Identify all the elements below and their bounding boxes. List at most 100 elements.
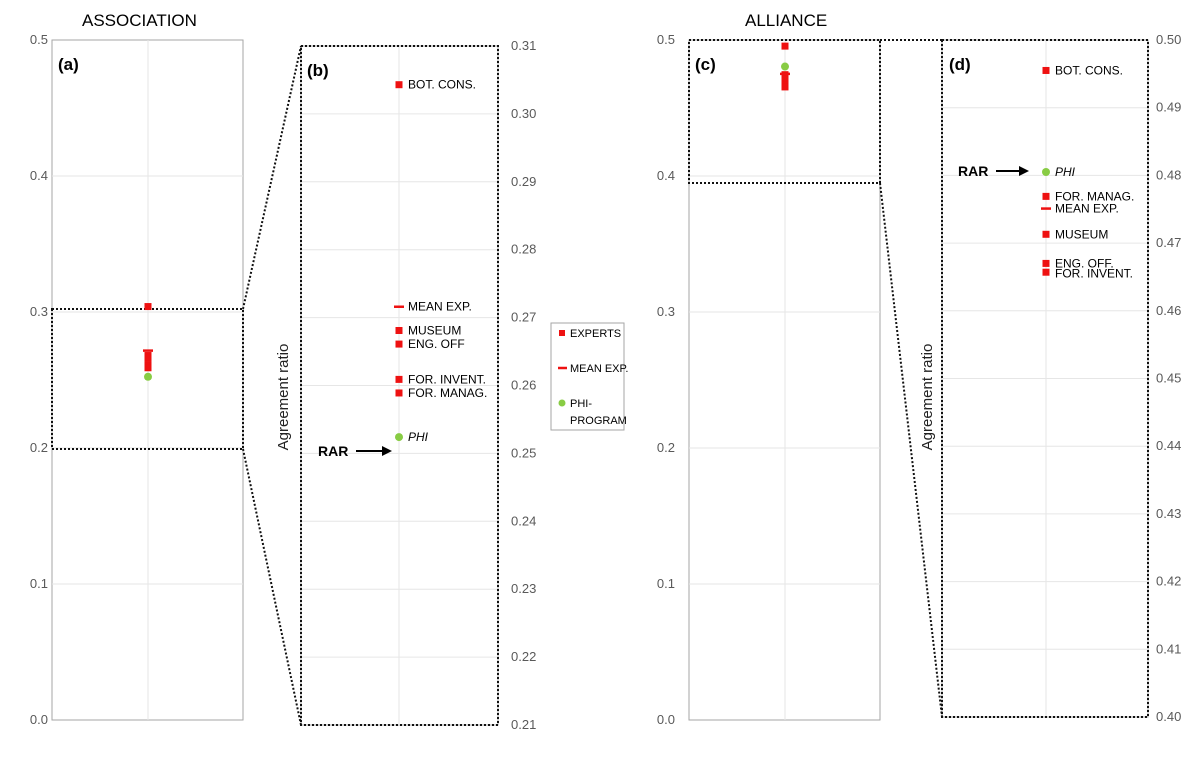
y-tick-d-0: 0.40 (1156, 709, 1181, 724)
y-tick-b-0: 0.21 (511, 717, 536, 732)
expert-label-b-0: BOT. CONS. (408, 78, 476, 92)
expert-point-d-4 (1042, 268, 1050, 276)
rar-arrow-head-d (1019, 166, 1029, 176)
expert-point-a-4 (144, 364, 152, 372)
expert-point-b-2 (395, 340, 403, 348)
y-tick-b-10: 0.31 (511, 38, 536, 53)
rar-label-b: RAR (318, 443, 348, 459)
zoom-box-c (688, 39, 881, 184)
zoom-box-a (51, 308, 244, 450)
zoom-box-d (941, 39, 1149, 718)
panel-d-y-axis-label: Agreement ratio (919, 344, 936, 451)
zoom-indicator-c-d (688, 39, 1149, 718)
panel-c-letter: (c) (695, 55, 716, 74)
y-tick-d-7: 0.47 (1156, 235, 1181, 250)
y-tick-d-2: 0.42 (1156, 574, 1181, 589)
y-tick-a-5: 0.5 (30, 32, 48, 47)
y-tick-b-5: 0.26 (511, 378, 536, 393)
y-tick-b-6: 0.27 (511, 310, 536, 325)
expert-point-d-0 (1042, 66, 1050, 74)
expert-label-b-3: FOR. INVENT. (408, 372, 486, 386)
y-tick-b-4: 0.25 (511, 445, 536, 460)
y-tick-b-9: 0.30 (511, 106, 536, 121)
expert-point-c-2 (781, 75, 789, 83)
y-tick-a-4: 0.4 (30, 168, 48, 183)
panel-b-y-axis-label: Agreement ratio (275, 344, 292, 451)
y-tick-b-3: 0.24 (511, 513, 536, 528)
rar-annotation-d: RAR (958, 163, 1029, 179)
phi-label-d: PHI (1055, 165, 1076, 179)
zoom-indicator-a-b (51, 45, 499, 726)
expert-point-b-3 (395, 375, 403, 383)
expert-point-b-4 (395, 389, 403, 397)
y-tick-c-1: 0.1 (657, 576, 675, 591)
expert-point-b-1 (395, 327, 403, 335)
legend: EXPERTS MEAN EXP. PHI- PROGRAM (550, 322, 629, 431)
legend-phi-label-line1: PHI- (570, 398, 592, 410)
zoom-box-b (300, 45, 499, 726)
expert-point-c-4 (781, 83, 789, 91)
expert-label-d-0: BOT. CONS. (1055, 63, 1123, 77)
grid-lines (52, 40, 1148, 725)
y-tick-a-0: 0.0 (30, 712, 48, 727)
y-tick-c-3: 0.3 (657, 304, 675, 319)
phi-label-b: PHI (408, 430, 429, 444)
data-marks: BOT. CONS. MEAN EXP. MUSEUM ENG. OFF FOR. IN… (143, 42, 1134, 444)
y-tick-b-1: 0.22 (511, 649, 536, 664)
expert-point-a-0 (144, 303, 152, 311)
expert-label-b-4: FOR. MANAG. (408, 386, 487, 400)
expert-label-d-3: ENG. OFF. (1055, 256, 1114, 270)
expert-label-d-1: FOR. MANAG. (1055, 189, 1134, 203)
expert-label-d-2: MUSEUM (1055, 227, 1108, 241)
y-tick-c-0: 0.0 (657, 712, 675, 727)
legend-phi-marker (558, 399, 566, 407)
expert-point-d-2 (1042, 230, 1050, 238)
phi-point-b (395, 433, 403, 442)
expert-point-b-0 (395, 81, 403, 89)
y-tick-c-4: 0.4 (657, 168, 675, 183)
panel-b-letter: (b) (307, 61, 329, 80)
y-tick-d-6: 0.46 (1156, 303, 1181, 318)
y-tick-a-3: 0.3 (30, 304, 48, 319)
expert-label-b-2: ENG. OFF (408, 337, 465, 351)
y-tick-a-1: 0.1 (30, 576, 48, 591)
phi-point-c (781, 62, 789, 71)
y-tick-d-5: 0.45 (1156, 371, 1181, 386)
phi-point-d (1042, 168, 1050, 177)
legend-phi-label-line2: PROGRAM (570, 415, 627, 427)
y-tick-b-2: 0.23 (511, 581, 536, 596)
y-tick-d-10: 0.50 (1156, 32, 1181, 47)
expert-point-c-0 (781, 42, 789, 50)
y-tick-b-8: 0.29 (511, 174, 536, 189)
legend-experts-label: EXPERTS (570, 328, 621, 340)
y-tick-d-4: 0.44 (1156, 438, 1181, 453)
expert-point-d-1 (1042, 192, 1050, 200)
zoom-line-bottom-c (879, 182, 943, 718)
rar-label-d: RAR (958, 163, 988, 179)
expert-point-d-3 (1042, 259, 1050, 267)
legend-experts-marker (559, 330, 565, 336)
phi-point-a (144, 372, 152, 381)
panel-a-letter: (a) (58, 55, 79, 74)
mean-label-b: MEAN EXP. (408, 300, 472, 314)
panel-a-title: ASSOCIATION (82, 11, 197, 30)
y-tick-d-8: 0.48 (1156, 167, 1181, 182)
y-tick-c-5: 0.5 (657, 32, 675, 47)
zoom-line-bottom-a (242, 448, 302, 726)
legend-mean-label: MEAN EXP. (570, 363, 629, 375)
y-tick-a-2: 0.2 (30, 440, 48, 455)
tick-labels: 0.0 0.1 0.2 0.3 0.4 0.5 0.21 0.22 0.23 0.24 0.25 0.… (30, 32, 1181, 732)
expert-point-a-2 (144, 354, 152, 362)
rar-annotation-b: RAR (318, 443, 392, 459)
y-tick-d-1: 0.41 (1156, 641, 1181, 656)
y-tick-d-3: 0.43 (1156, 506, 1181, 521)
y-tick-c-2: 0.2 (657, 440, 675, 455)
y-tick-d-9: 0.49 (1156, 100, 1181, 115)
legend-frame (550, 322, 625, 431)
expert-label-d-4: FOR. INVENT. (1055, 266, 1133, 280)
zoom-line-top-a (242, 45, 302, 310)
mean-label-d: MEAN EXP. (1055, 202, 1119, 216)
panel-c-title: ALLIANCE (745, 11, 827, 30)
panel-d-letter: (d) (949, 55, 971, 74)
